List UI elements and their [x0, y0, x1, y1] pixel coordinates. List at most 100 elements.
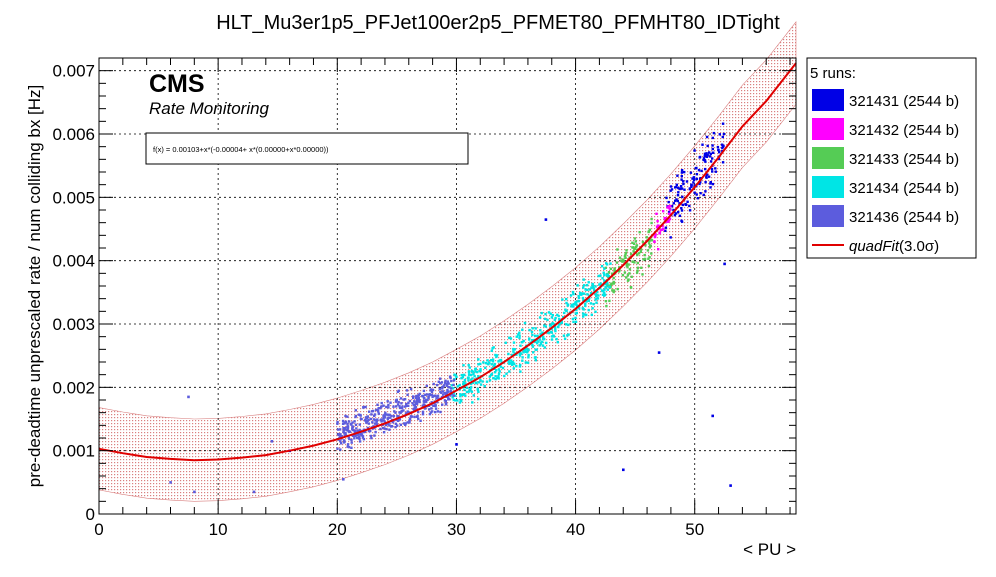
data-point [428, 393, 432, 396]
x-axis-label: < PU > [743, 540, 796, 559]
data-point [591, 285, 594, 288]
data-point [616, 248, 619, 251]
data-point [593, 289, 596, 292]
data-point [359, 417, 363, 420]
data-point [704, 181, 707, 184]
data-point [481, 380, 484, 383]
data-point [574, 316, 577, 320]
data-point [538, 338, 541, 341]
data-point [396, 403, 400, 406]
data-point [693, 191, 696, 194]
data-point [646, 249, 650, 252]
data-point [392, 414, 396, 418]
data-point [471, 401, 474, 404]
data-point [594, 285, 597, 288]
data-point [681, 195, 684, 198]
data-point [399, 397, 403, 400]
data-point [624, 252, 628, 255]
data-point [351, 434, 355, 437]
data-point [397, 400, 400, 404]
data-point [497, 377, 500, 380]
data-point [512, 367, 515, 370]
data-point [648, 256, 651, 259]
data-point [505, 372, 508, 375]
data-point [342, 428, 346, 431]
data-point [363, 430, 366, 434]
data-point [377, 407, 380, 410]
data-point [518, 354, 522, 357]
data-point [685, 180, 689, 183]
data-point [509, 362, 512, 365]
data-point [577, 307, 581, 310]
data-point [581, 296, 585, 300]
data-point [443, 391, 446, 395]
data-point [660, 228, 664, 231]
data-point [436, 410, 440, 413]
data-point [402, 422, 406, 425]
data-point [581, 312, 585, 315]
data-point [680, 209, 684, 212]
data-point [668, 208, 671, 212]
y-tick-label: 0.004 [52, 252, 95, 271]
data-point [396, 390, 400, 393]
data-point [676, 194, 680, 197]
data-point [412, 395, 415, 398]
data-point [575, 300, 578, 303]
data-point [342, 426, 345, 430]
data-point [358, 437, 361, 440]
data-point [339, 440, 342, 443]
data-point [678, 187, 682, 191]
data-point [473, 374, 476, 378]
legend-label: 321433 (2544 b) [849, 151, 959, 168]
data-point [670, 188, 674, 191]
data-point [522, 349, 525, 352]
data-point [477, 375, 480, 378]
data-point [414, 402, 417, 405]
data-point [467, 373, 471, 376]
data-point [611, 272, 614, 275]
data-point [542, 337, 545, 340]
data-point [452, 398, 455, 402]
data-point [582, 286, 585, 289]
data-point [706, 144, 709, 148]
data-point [604, 282, 608, 285]
data-point [445, 382, 449, 385]
data-point [380, 405, 383, 408]
legend-label: 321434 (2544 b) [849, 180, 959, 197]
data-point [566, 334, 569, 337]
data-point [672, 202, 675, 205]
data-point [566, 304, 569, 307]
data-point [677, 210, 680, 214]
data-point [350, 446, 353, 449]
data-point [346, 415, 349, 418]
legend-header: 5 runs: [810, 65, 856, 82]
data-point [387, 416, 390, 419]
data-point [416, 394, 419, 397]
data-point [433, 394, 436, 397]
data-point [497, 360, 500, 363]
data-point [403, 398, 407, 401]
data-point [545, 341, 548, 345]
data-point [426, 398, 429, 402]
legend-swatch [812, 118, 844, 140]
data-point [445, 384, 449, 387]
data-point [373, 419, 377, 422]
data-point [454, 394, 457, 397]
data-point [395, 399, 398, 402]
data-point [631, 260, 635, 263]
data-point [418, 399, 421, 402]
data-point [633, 261, 636, 264]
data-point [525, 347, 528, 350]
data-point [626, 265, 629, 269]
data-point [424, 407, 427, 410]
data-point [370, 436, 373, 440]
data-point [661, 224, 664, 227]
data-point [622, 258, 625, 261]
data-point [679, 185, 683, 188]
data-point [648, 228, 652, 231]
data-point [703, 159, 707, 162]
data-point [587, 281, 590, 284]
data-point [637, 252, 641, 255]
x-tick-label: 50 [685, 520, 704, 539]
data-point [647, 257, 650, 260]
